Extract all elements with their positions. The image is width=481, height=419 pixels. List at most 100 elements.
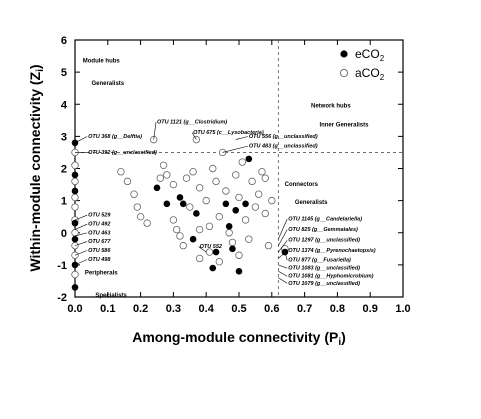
point-aco2 xyxy=(245,235,253,243)
point-aco2 xyxy=(202,196,210,205)
point-eco2 xyxy=(193,210,200,217)
annotation-label: OTU 483 (g__unclassified) xyxy=(249,144,318,150)
point-aco2 xyxy=(71,229,79,237)
annotation-leader xyxy=(74,223,88,230)
point-aco2 xyxy=(251,203,260,211)
region-label: Module hubs xyxy=(83,58,121,64)
point-aco2 xyxy=(238,158,246,166)
point-aco2 xyxy=(268,196,276,205)
point-aco2 xyxy=(228,238,237,247)
annotation-leader xyxy=(153,121,157,140)
point-aco2 xyxy=(123,177,132,186)
point-aco2 xyxy=(222,187,230,195)
point-aco2 xyxy=(179,241,187,250)
point-aco2 xyxy=(195,254,204,263)
point-aco2 xyxy=(235,193,243,202)
annotation-label: OTU 1297 (g__unclassified) xyxy=(288,238,360,244)
x-tick-label: 0.3 xyxy=(166,303,181,315)
x-tick-label: 0.2 xyxy=(133,303,148,315)
point-eco2 xyxy=(225,223,233,230)
x-tick-label: 0.9 xyxy=(363,303,378,315)
annotation-label: OTU 825 (g__Gemmatales) xyxy=(288,227,358,233)
annotation-label: OTU 552 xyxy=(200,244,222,250)
x-tick-label: 0.1 xyxy=(100,303,115,315)
y-axis-title: Within-module connectivity (Zi) xyxy=(27,64,46,271)
y-tick-label: 4 xyxy=(61,99,68,111)
annotation-label: OTU 877 (g__Fusariella) xyxy=(288,258,351,264)
point-aco2 xyxy=(71,270,79,279)
annotation-leader xyxy=(278,271,288,277)
x-tick-label: 0.4 xyxy=(199,303,215,315)
annotation-leader xyxy=(74,241,88,246)
annotation-leader xyxy=(191,132,197,140)
point-eco2 xyxy=(232,206,240,214)
point-aco2 xyxy=(241,216,250,224)
point-aco2 xyxy=(71,161,79,169)
point-aco2 xyxy=(169,180,178,189)
point-eco2 xyxy=(71,187,79,195)
point-aco2 xyxy=(133,203,142,211)
point-aco2 xyxy=(143,219,151,227)
point-aco2 xyxy=(215,212,224,221)
legend-label-eco2: eCO2 xyxy=(355,47,385,63)
annotation-label: OTU 492 xyxy=(88,222,110,228)
annotation-label: OTU 529 xyxy=(88,213,111,219)
x-tick-label: 0.6 xyxy=(264,303,279,315)
point-aco2 xyxy=(130,190,138,198)
point-aco2 xyxy=(205,222,214,231)
region-label: Inner Generalists xyxy=(319,123,369,129)
point-aco2 xyxy=(248,177,256,186)
y-tick-label: 2 xyxy=(61,164,67,176)
point-aco2 xyxy=(258,168,266,176)
x-tick-label: 0.5 xyxy=(231,303,246,315)
annotation-label: OTU 675 (c__Lysobacteria) xyxy=(193,130,264,136)
annotation-label: OTU 1145 (g__Candelariella) xyxy=(288,217,362,223)
point-aco2 xyxy=(186,203,194,211)
point-aco2 xyxy=(172,225,181,234)
region-label: Network hubs xyxy=(311,103,351,109)
point-aco2 xyxy=(156,174,164,182)
annotation-leader xyxy=(278,229,288,246)
point-eco2 xyxy=(245,155,253,163)
point-aco2 xyxy=(261,209,269,218)
x-tick-label: 0.7 xyxy=(297,303,312,315)
point-aco2 xyxy=(264,241,273,250)
point-aco2 xyxy=(254,190,263,198)
x-axis-title: Among-module connectivity (Pi) xyxy=(132,329,346,348)
y-tick-label: -2 xyxy=(57,292,67,304)
point-eco2 xyxy=(71,235,79,243)
point-eco2 xyxy=(153,184,161,192)
annotations: OTU 1121 (g__Clostridium) OTU 675 (c__Lys… xyxy=(74,120,376,287)
legend-marker-aco2 xyxy=(339,68,349,78)
annotation-label: OTU 498 xyxy=(88,257,111,263)
point-aco2 xyxy=(159,161,168,169)
region-label: Specialists xyxy=(95,293,127,299)
point-aco2 xyxy=(71,203,79,211)
point-aco2 xyxy=(176,232,184,240)
x-tick-label: 0.8 xyxy=(330,303,345,315)
annotation-leader xyxy=(74,259,88,266)
point-aco2 xyxy=(163,171,171,179)
point-eco2 xyxy=(222,200,230,208)
annotation-label: OTU 368 (g__Delftia) xyxy=(88,134,142,140)
point-eco2 xyxy=(209,264,217,272)
annotation-leader xyxy=(235,136,248,140)
point-aco2 xyxy=(215,257,224,266)
point-eco2 xyxy=(242,200,249,208)
annotation-label: OTU 1374 (g__Pyrenochaetopsis) xyxy=(288,248,376,254)
point-eco2 xyxy=(71,284,79,291)
point-aco2 xyxy=(71,193,79,202)
region-label: Generalists xyxy=(295,200,328,206)
annotation-leader xyxy=(278,264,288,269)
region-label: Connectors xyxy=(285,182,319,188)
annotation-label: OTU 1121 (g__Clostridium) xyxy=(157,120,227,126)
region-label: Generalists xyxy=(91,81,124,87)
point-aco2 xyxy=(261,174,269,182)
x-tick-label: 0.0 xyxy=(67,303,82,315)
point-eco2 xyxy=(179,200,187,208)
point-aco2 xyxy=(182,174,191,182)
annotation-leader xyxy=(74,250,88,256)
annotation-label: OTU 556 (g__unclassified) xyxy=(249,134,318,140)
point-aco2 xyxy=(209,164,217,173)
